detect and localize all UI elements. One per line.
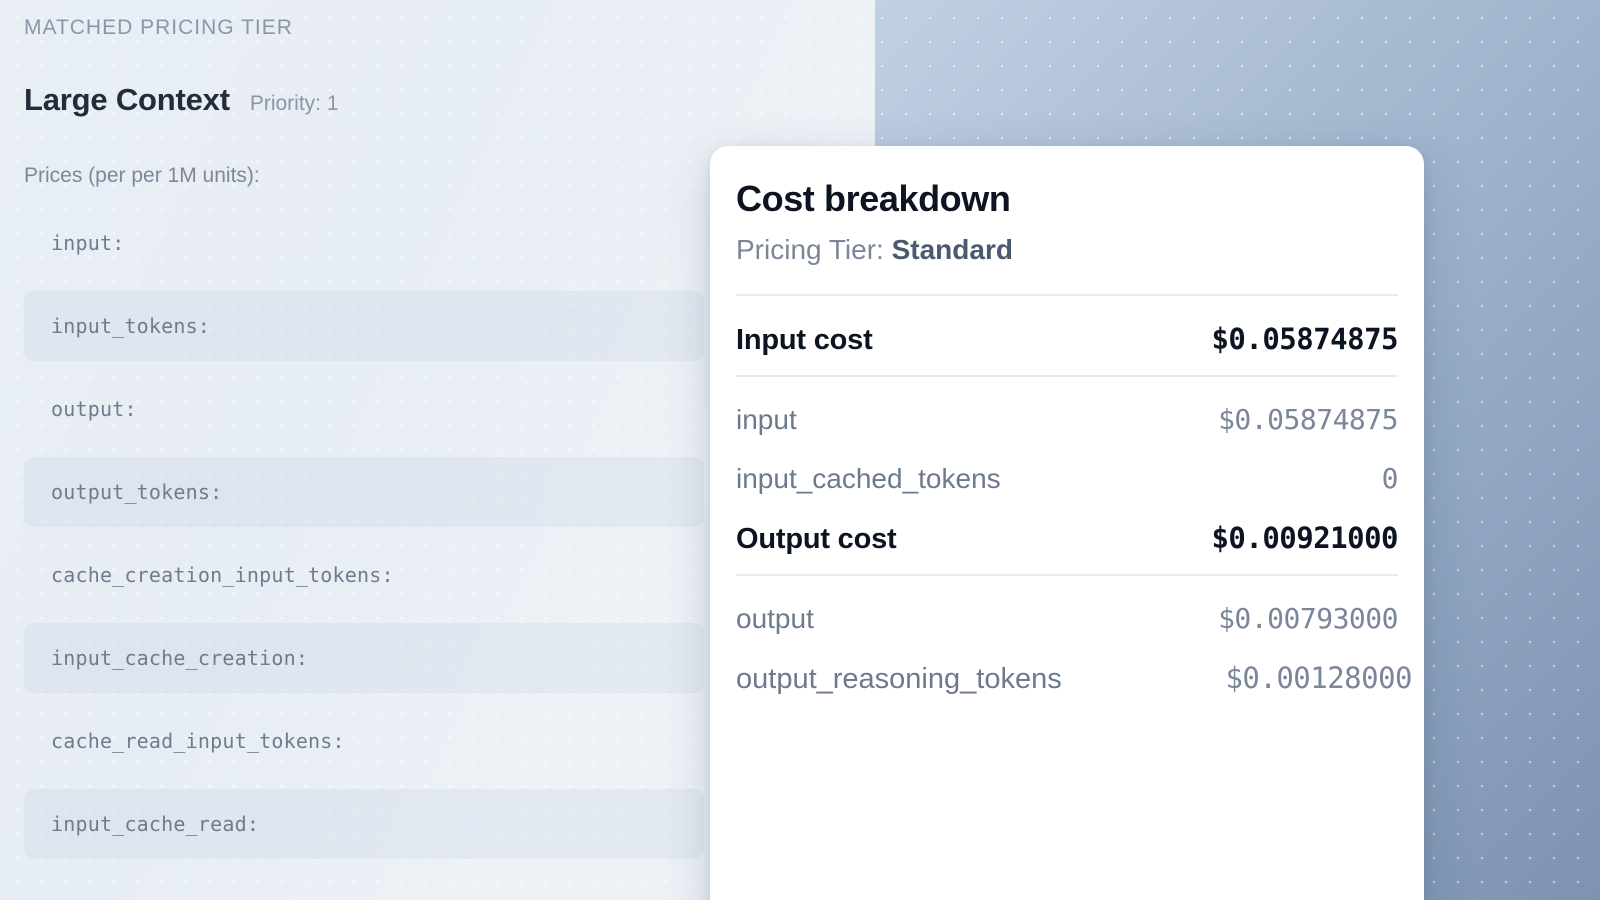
header-divider [736,294,1398,296]
price-key-label: output_tokens: [51,480,223,504]
price-key-label: input_tokens: [51,314,211,338]
input-cost-heading-row: Input cost $0.05874875 [736,322,1398,375]
price-key-label: output: [51,397,137,421]
pricing-tier-subtitle: Pricing Tier: Standard [736,234,1398,266]
tier-heading-row: Large Context Priority: 1 [24,82,851,118]
tier-name: Large Context [24,82,230,117]
output-cost-value: $0.00921000 [1211,521,1398,555]
list-item: output: [24,374,704,444]
list-item: input: [24,208,704,278]
row-value: $0.05874875 [1218,403,1398,436]
list-item: cache_read_input_tokens: [24,706,704,776]
row-label: output_reasoning_tokens [736,663,1062,695]
row-label: output [736,603,814,634]
input-section-divider [736,375,1398,377]
output-cost-heading-row: Output cost $0.00921000 [736,521,1398,574]
row-label: input [736,404,797,435]
matched-pricing-tier-eyebrow: MATCHED PRICING TIER [24,16,293,39]
input-cost-section: Input cost $0.05874875 input $0.05874875… [736,322,1399,495]
list-item: input_cache_creation: [24,623,704,693]
output-section-divider [736,574,1398,576]
pricing-tier-value: Standard [891,234,1013,265]
pricing-tier-label: Pricing Tier: [736,234,884,265]
input-cost-value: $0.05874875 [1211,322,1398,356]
tier-priority: Priority: 1 [249,92,339,115]
price-key-label: input_cache_read: [51,812,260,836]
price-key-label: input_cache_creation: [51,646,309,670]
cost-breakdown-card: Cost breakdown Pricing Tier: Standard In… [710,146,1424,900]
list-item: input_cache_read: [24,789,704,859]
table-row: output_reasoning_tokens $0.00128000 [736,635,1412,696]
page-title: Cost breakdown [736,178,1011,219]
list-item: input_tokens: [24,291,704,361]
output-cost-label: Output cost [736,523,897,555]
price-key-label: cache_read_input_tokens: [51,729,345,753]
table-row: input $0.05874875 [736,377,1398,436]
row-label: input_cached_tokens [736,463,1001,494]
prices-heading: Prices (per per 1M units): [24,164,260,187]
input-cost-label: Input cost [736,324,873,356]
list-item: cache_creation_input_tokens: [24,540,704,610]
row-value: 0 [1381,462,1399,495]
price-key-list: input: input_tokens: output: output_toke… [24,208,851,859]
table-row: input_cached_tokens 0 [736,436,1399,495]
price-key-label: cache_creation_input_tokens: [51,563,394,587]
output-cost-section: Output cost $0.00921000 output $0.007930… [736,521,1412,696]
row-value: $0.00793000 [1218,602,1398,635]
price-key-label: input: [51,231,125,255]
row-value: $0.00128000 [1225,661,1412,695]
list-item: output_tokens: [24,457,704,527]
table-row: output $0.00793000 [736,576,1398,635]
